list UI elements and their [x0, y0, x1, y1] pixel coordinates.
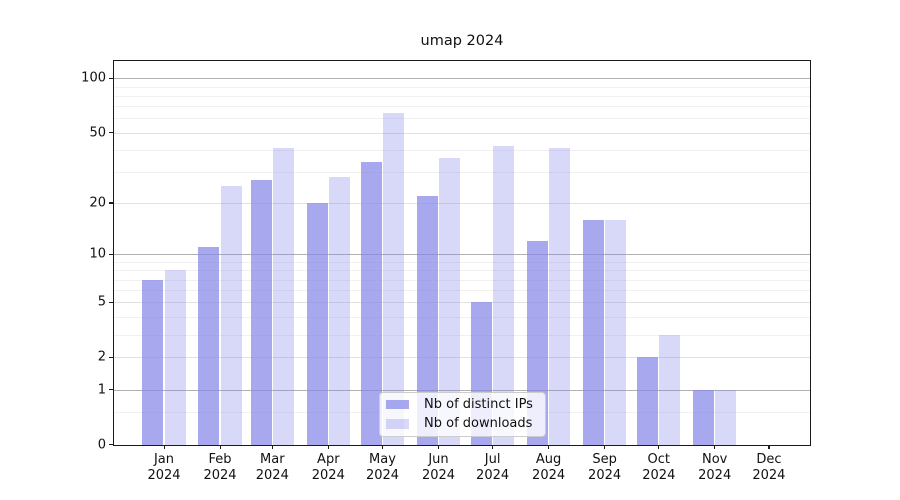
bar-distinct-ips-sep — [582, 219, 605, 445]
gridline-y-7 — [114, 279, 810, 281]
y-tick-10 — [109, 253, 113, 255]
gridline-y-9 — [114, 261, 810, 263]
x-label-nov: Nov 2024 — [698, 452, 732, 483]
x-tick-jun — [438, 444, 440, 449]
bar-downloads-oct — [659, 334, 681, 445]
bar-distinct-ips-jan — [142, 279, 164, 445]
y-tick-label-100: 100 — [81, 70, 106, 86]
bar-downloads-jun — [439, 158, 461, 445]
gridline-y-8 — [114, 270, 810, 272]
y-tick-1 — [109, 389, 113, 391]
y-tick-label-2: 2 — [97, 349, 106, 365]
gridline-y-30 — [114, 172, 810, 173]
bar-distinct-ips-nov — [693, 389, 715, 445]
bar-downloads-mar — [272, 147, 294, 445]
bar-distinct-ips-feb — [198, 247, 220, 445]
y-tick-label-20: 20 — [89, 195, 106, 211]
y-tick-5 — [109, 301, 113, 303]
bar-downloads-sep — [605, 219, 627, 445]
legend-item-distinct-ips: Nb of distinct IPs — [380, 395, 545, 415]
legend-swatch-ips — [386, 399, 409, 409]
x-tick-feb — [219, 444, 221, 449]
legend-item-downloads: Nb of downloads — [380, 414, 545, 434]
gridline-y-2 — [114, 357, 810, 359]
x-tick-sep — [604, 444, 606, 449]
bar-distinct-ips-mar — [250, 180, 272, 445]
gridline-y-10 — [114, 254, 810, 256]
bar-downloads-nov — [715, 389, 737, 445]
gridline-y-4 — [114, 316, 810, 318]
legend-label-downloads: Nb of downloads — [424, 416, 533, 432]
bar-downloads-may — [383, 113, 405, 445]
bar-downloads-feb — [220, 186, 242, 445]
legend-swatch-downloads — [386, 419, 409, 429]
gridline-y-1 — [114, 389, 810, 391]
x-label-dec: Dec 2024 — [752, 452, 786, 483]
x-tick-mar — [271, 444, 273, 449]
x-tick-apr — [327, 444, 329, 449]
bar-distinct-ips-may — [360, 162, 382, 445]
legend: Nb of distinct IPs Nb of downloads — [379, 391, 546, 437]
gridline-y-90 — [114, 86, 810, 88]
x-label-feb: Feb 2024 — [203, 452, 237, 483]
y-tick-label-5: 5 — [97, 294, 106, 310]
x-label-may: May 2024 — [365, 452, 400, 483]
legend-label-distinct-ips: Nb of distinct IPs — [424, 396, 533, 412]
x-label-jun: Jun 2024 — [421, 452, 456, 483]
y-tick-20 — [109, 202, 113, 204]
gridline-y-6 — [114, 290, 810, 292]
y-tick-label-10: 10 — [89, 246, 106, 262]
x-tick-jul — [492, 444, 494, 449]
gridline-y-100 — [114, 78, 810, 80]
x-tick-nov — [714, 444, 716, 449]
y-tick-label-1: 1 — [97, 382, 106, 397]
x-label-sep: Sep 2024 — [588, 452, 622, 483]
x-label-mar: Mar 2024 — [255, 452, 289, 483]
x-tick-jan — [163, 444, 165, 449]
x-label-aug: Aug 2024 — [532, 452, 566, 483]
bar-distinct-ips-apr — [306, 202, 328, 445]
y-tick-50 — [109, 132, 113, 134]
gridline-y-5 — [114, 302, 810, 304]
y-tick-label-50: 50 — [89, 125, 106, 140]
gridline-y-70 — [114, 106, 810, 108]
x-tick-aug — [548, 444, 550, 449]
gridline-y-50 — [114, 132, 810, 134]
bar-distinct-ips-jun — [416, 195, 438, 445]
bar-distinct-ips-oct — [637, 357, 659, 445]
x-label-apr: Apr 2024 — [311, 452, 345, 483]
gridline-y-40 — [114, 149, 810, 151]
x-label-jan: Jan 2024 — [147, 452, 181, 483]
y-tick-label-0: 0 — [97, 437, 106, 452]
gridline-y-80 — [114, 95, 810, 97]
gridline-y-3 — [114, 334, 810, 336]
plot-area: umap 2024 0 1 2 5 10 20 50 100 Jan 2024 Feb 2024 M… — [81, 33, 811, 483]
x-label-jul: Jul 2024 — [476, 452, 510, 483]
x-tick-dec — [768, 444, 770, 449]
y-tick-0 — [109, 444, 113, 446]
gridline-y-20 — [114, 202, 810, 204]
y-tick-2 — [109, 356, 113, 358]
x-label-oct: Oct 2024 — [642, 452, 676, 483]
bar-downloads-jul — [493, 146, 515, 445]
x-tick-may — [382, 444, 384, 449]
bar-downloads-aug — [549, 147, 571, 445]
chart-title: umap 2024 — [420, 33, 504, 49]
x-tick-oct — [658, 444, 660, 449]
bar-downloads-jan — [164, 270, 186, 445]
gridline-y-60 — [114, 118, 810, 120]
bar-downloads-apr — [328, 177, 350, 445]
y-tick-100 — [109, 77, 113, 79]
